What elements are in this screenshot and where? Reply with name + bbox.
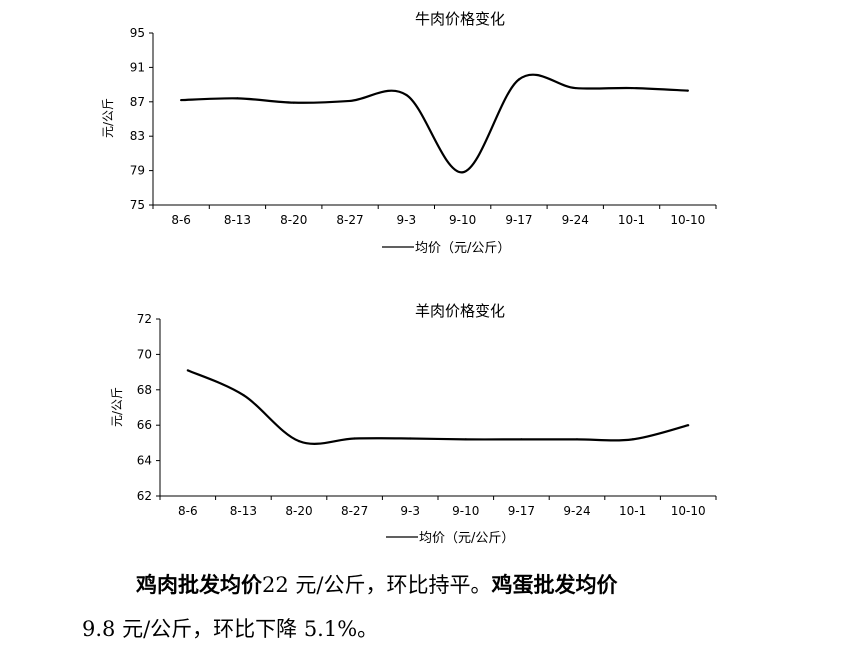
chicken-price-label: 鸡肉批发均价: [136, 572, 262, 597]
beef-y-tick-label: 95: [130, 26, 145, 40]
lamb-data-point: [186, 369, 189, 372]
beef-data-point: [461, 171, 464, 174]
lamb-legend: 均价（元/公斤）: [386, 531, 514, 546]
beef-y-tick-label: 79: [130, 164, 145, 178]
lamb-data-point: [242, 394, 245, 397]
lamb-y-axis-label: 元/公斤: [110, 387, 124, 427]
beef-legend: 均价（元/公斤）: [382, 241, 510, 256]
beef-data-point: [686, 89, 689, 92]
beef-x-tick-label: 8-20: [280, 213, 307, 227]
beef-data-point: [292, 101, 295, 104]
beef-data-point: [236, 97, 239, 100]
lamb-y-tick-label: 68: [137, 383, 152, 397]
beef-data-point: [574, 86, 577, 90]
beef-x-tick-label: 9-10: [449, 213, 476, 227]
lamb-x-tick-label: 8-20: [285, 504, 312, 518]
lamb-data-point: [687, 424, 690, 427]
lamb-y-tick-label: 66: [137, 418, 152, 432]
beef-x-tick-label: 10-10: [670, 213, 705, 227]
lamb-y-tick-label: 64: [137, 454, 152, 468]
lamb-chart: 羊肉价格变化 元/公斤 均价（元/公斤） 62 64 66 68 70 72 8-6 8-13…: [110, 302, 717, 546]
beef-x-tick-label: 9-17: [505, 213, 532, 227]
beef-y-tick-label: 75: [130, 198, 145, 212]
lamb-x-tick-label: 10-10: [671, 504, 706, 518]
lamb-y-tick-label: 72: [137, 312, 152, 326]
beef-y-tick-label: 91: [130, 60, 145, 74]
beef-x-tick-label: 9-3: [397, 213, 417, 227]
beef-y-axis-label: 元/公斤: [101, 98, 115, 138]
lamb-data-point: [464, 438, 467, 441]
lamb-series-line: [187, 369, 689, 445]
beef-y-tick-label: 87: [130, 95, 145, 109]
lamb-x-tick-label: 9-17: [508, 504, 535, 518]
lamb-x-tick-label: 8-27: [341, 504, 368, 518]
beef-data-point: [180, 98, 183, 102]
lamb-data-point: [520, 438, 523, 441]
beef-y-tick-label: 83: [130, 129, 145, 143]
paragraph-2: 9.8 元/公斤，环比下降 5.1%。: [82, 607, 782, 652]
lamb-data-point: [575, 438, 579, 441]
chicken-price-text: 22 元/公斤，环比持平。: [262, 573, 492, 597]
beef-chart: 牛肉价格变化 元/公斤 均价（元/公斤） 75 79 83 87 91 95 8-6 8-13…: [101, 10, 717, 256]
beef-series-line: [181, 73, 688, 174]
lamb-data-point: [631, 438, 634, 441]
charts-canvas: 牛肉价格变化 元/公斤 均价（元/公斤） 75 79 83 87 91 95 8-6 8-13…: [101, 10, 717, 546]
beef-data-point: [630, 86, 633, 90]
lamb-x-tick-label: 8-13: [230, 504, 257, 518]
lamb-x-tick-label: 10-1: [619, 504, 646, 518]
beef-chart-title: 牛肉价格变化: [415, 10, 505, 28]
lamb-legend-label: 均价（元/公斤）: [419, 531, 514, 546]
lamb-x-tick-label: 9-3: [400, 504, 420, 518]
lamb-data-point: [353, 437, 356, 440]
lamb-chart-title: 羊肉价格变化: [415, 302, 505, 320]
beef-x-tick-label: 9-24: [562, 213, 589, 227]
lamb-y-tick-label: 62: [137, 489, 152, 503]
beef-x-tick-label: 8-6: [171, 213, 191, 227]
beef-data-point: [405, 93, 408, 97]
beef-data-point: [517, 78, 521, 81]
paragraph-1: 鸡肉批发均价22 元/公斤，环比持平。鸡蛋批发均价: [82, 562, 782, 608]
beef-data-point: [348, 99, 352, 103]
lamb-x-tick-label: 9-10: [452, 504, 479, 518]
lamb-data-point: [409, 437, 412, 440]
lamb-y-tick-label: 70: [137, 347, 152, 361]
beef-x-tick-label: 8-13: [224, 213, 251, 227]
beef-legend-label: 均价（元/公斤）: [415, 241, 510, 256]
egg-price-text: 9.8 元/公斤，环比下降 5.1%。: [82, 617, 379, 641]
lamb-x-tick-label: 8-6: [178, 504, 198, 518]
beef-x-tick-label: 8-27: [336, 213, 363, 227]
lamb-x-tick-label: 9-24: [563, 504, 590, 518]
beef-x-tick-label: 10-1: [618, 213, 645, 227]
lamb-data-point: [297, 440, 301, 443]
egg-price-label: 鸡蛋批发均价: [491, 572, 618, 597]
